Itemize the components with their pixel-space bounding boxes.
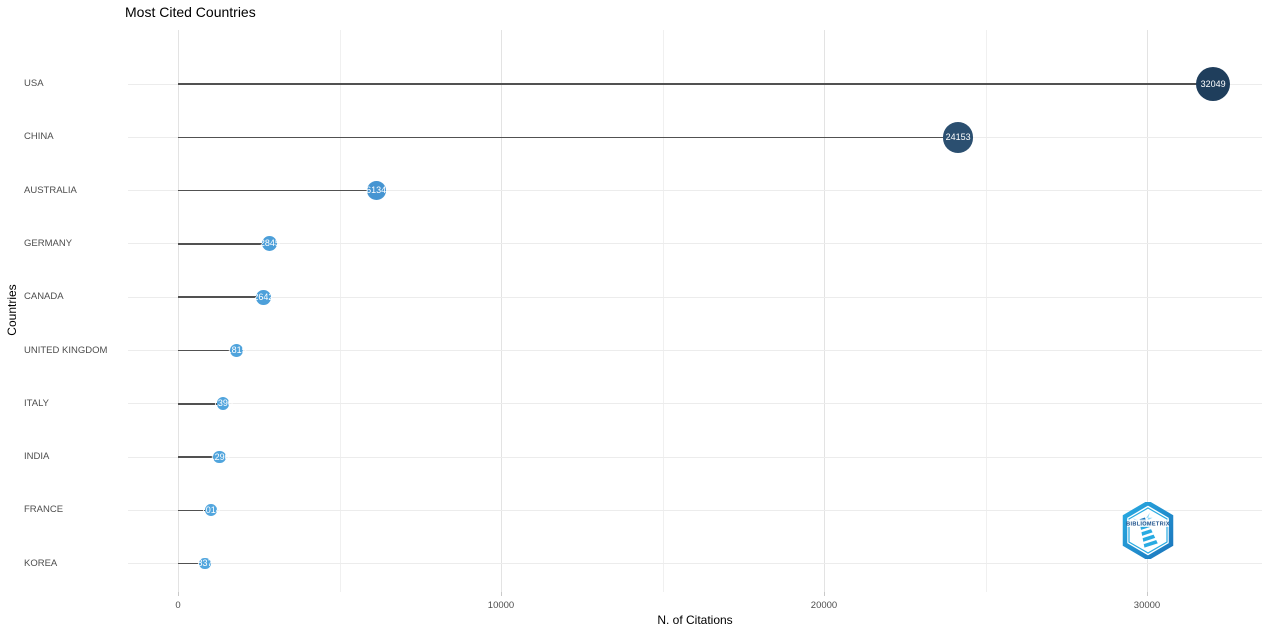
- row-gridline: [128, 509, 1262, 511]
- gridline-vertical-major: [824, 30, 825, 592]
- lollipop-stem: [178, 296, 264, 298]
- data-point-value: 1290: [209, 451, 230, 462]
- row-gridline: [128, 403, 1262, 405]
- gridline-vertical-major: [178, 30, 179, 592]
- row-gridline: [128, 190, 1262, 192]
- lollipop-stem: [178, 562, 206, 565]
- data-point-dot: [204, 504, 217, 517]
- gridline-vertical-major: [1147, 30, 1148, 592]
- lollipop-stem: [178, 403, 223, 405]
- bibliometrix-logo: BIBLIOMETRIX: [1122, 500, 1174, 561]
- lollipop-stem: [178, 83, 1214, 85]
- lollipop-stem: [178, 509, 211, 512]
- lollipop-stem: [178, 189, 377, 192]
- x-tick-mark: [824, 592, 825, 596]
- data-point-value: 2642: [253, 291, 274, 302]
- lollipop-stem: [178, 456, 220, 458]
- data-point-value: 6134: [366, 185, 387, 196]
- lollipop-stem: [178, 243, 270, 245]
- data-point-value: 24153: [945, 131, 971, 142]
- logo-wordmark: BIBLIOMETRIX: [1126, 521, 1170, 527]
- y-tick-label: KOREA: [24, 557, 58, 569]
- y-tick-label: AUSTRALIA: [24, 184, 77, 196]
- x-tick-mark: [178, 592, 179, 596]
- row-gridline: [128, 456, 1262, 458]
- data-point-dot: [1196, 66, 1231, 101]
- gridline-vertical-major: [501, 30, 502, 592]
- row-gridline: [128, 563, 1262, 565]
- lighthouse-icon: BIBLIOMETRIX: [1122, 500, 1174, 561]
- data-point-value: 1014: [200, 504, 221, 515]
- y-tick-label: CANADA: [24, 291, 64, 303]
- data-point-value: 1390: [212, 398, 233, 409]
- x-tick-mark: [501, 592, 502, 596]
- x-tick-label: 20000: [810, 600, 838, 611]
- data-point-dot: [216, 397, 230, 411]
- data-point-dot: [366, 181, 386, 200]
- row-gridline: [128, 350, 1262, 351]
- data-point-dot: [213, 450, 226, 464]
- y-tick-label: USA: [24, 78, 44, 89]
- row-gridline: [128, 296, 1262, 298]
- gridline-vertical-minor: [985, 30, 987, 592]
- y-tick-label: UNITED KINGDOM: [24, 344, 108, 356]
- data-point-value: 837: [197, 558, 213, 569]
- y-tick-label: GERMANY: [24, 237, 73, 249]
- data-point-value: 2845: [259, 238, 280, 249]
- data-point-value: 32049: [1200, 78, 1226, 89]
- gridline-vertical-minor: [339, 30, 341, 592]
- y-tick-label: INDIA: [24, 451, 50, 463]
- x-tick-label: 10000: [487, 600, 515, 611]
- gridline-vertical-minor: [662, 30, 664, 592]
- data-point-dot: [255, 289, 271, 305]
- x-tick-label: 30000: [1133, 600, 1161, 611]
- data-point-dot: [262, 236, 278, 252]
- x-axis-title: N. of Citations: [657, 613, 733, 627]
- chart-title: Most Cited Countries: [125, 4, 256, 20]
- y-tick-label: FRANCE: [24, 504, 64, 516]
- y-axis-title: Countries: [5, 284, 19, 336]
- y-tick-label: CHINA: [24, 131, 54, 143]
- lollipop-stem: [178, 349, 237, 352]
- x-tick-label: 0: [175, 600, 181, 611]
- lollipop-stem: [178, 136, 959, 139]
- data-point-dot: [942, 122, 974, 153]
- y-tick-label: ITALY: [24, 397, 49, 409]
- row-gridline: [128, 243, 1262, 245]
- data-point-dot: [229, 343, 244, 358]
- data-point-dot: [199, 558, 211, 570]
- x-tick-mark: [1147, 592, 1148, 596]
- data-point-value: 1815: [226, 345, 247, 355]
